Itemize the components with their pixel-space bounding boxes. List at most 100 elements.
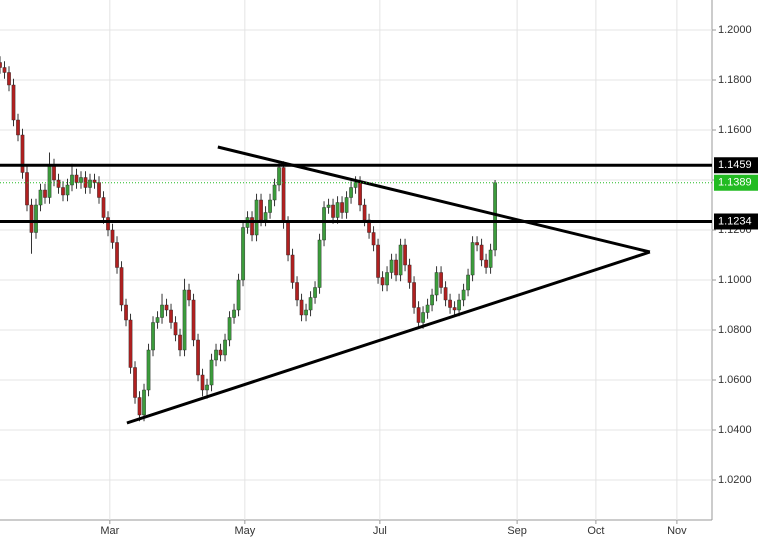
candle-body bbox=[38, 189, 43, 206]
candle-body bbox=[250, 217, 254, 236]
candle-body bbox=[385, 272, 389, 286]
candle-body bbox=[308, 297, 313, 311]
candle-body bbox=[74, 174, 79, 183]
candle-body bbox=[295, 282, 299, 301]
candle-body bbox=[155, 317, 160, 323]
candle-body bbox=[452, 307, 457, 311]
candle-body bbox=[119, 267, 124, 306]
candle-body bbox=[277, 167, 281, 186]
candle-body bbox=[236, 279, 241, 311]
candle-body bbox=[263, 212, 268, 221]
candle-body bbox=[484, 259, 488, 268]
candle-body bbox=[169, 309, 173, 323]
candle-body bbox=[439, 272, 443, 288]
candle-body bbox=[88, 179, 92, 188]
candle-body bbox=[394, 259, 398, 276]
candle-body bbox=[47, 164, 52, 198]
candle-body bbox=[196, 339, 200, 376]
x-tick-label: Jul bbox=[373, 525, 387, 537]
candle-body bbox=[43, 189, 47, 198]
level-label: 1.1459 bbox=[718, 159, 752, 171]
candle-body bbox=[286, 222, 290, 256]
x-tick-label: Nov bbox=[667, 525, 687, 537]
candle-body bbox=[380, 277, 385, 286]
candle-body bbox=[448, 299, 452, 308]
candle-body bbox=[362, 204, 367, 221]
y-tick-label: 1.1600 bbox=[718, 124, 752, 136]
candle-body bbox=[434, 272, 439, 296]
candle-body bbox=[344, 197, 349, 213]
candle-body bbox=[142, 389, 146, 416]
y-tick-label: 1.0200 bbox=[718, 474, 752, 486]
candle-body bbox=[407, 264, 412, 283]
candle-body bbox=[493, 182, 497, 251]
candle-body bbox=[25, 172, 29, 206]
candle-body bbox=[160, 304, 164, 318]
candle-body bbox=[214, 349, 218, 361]
candle-body bbox=[101, 197, 106, 218]
y-tick-label: 1.0600 bbox=[718, 374, 752, 386]
candle-body bbox=[281, 167, 286, 223]
candle-body bbox=[106, 217, 110, 231]
candle-body bbox=[137, 397, 142, 416]
candle-body bbox=[205, 384, 209, 391]
candle-body bbox=[128, 319, 133, 368]
candle-body bbox=[457, 299, 461, 311]
x-tick-label: Sep bbox=[507, 525, 527, 537]
candle-body bbox=[488, 249, 493, 268]
candle-body bbox=[52, 164, 56, 181]
candle-body bbox=[403, 244, 407, 266]
candle-body bbox=[187, 289, 191, 301]
candle-body bbox=[358, 182, 362, 206]
x-tick-label: Oct bbox=[587, 525, 604, 537]
candle-body bbox=[443, 287, 448, 301]
candle-body bbox=[479, 244, 484, 261]
candle-body bbox=[182, 289, 187, 351]
candle-body bbox=[425, 304, 430, 313]
candle-body bbox=[259, 199, 263, 221]
candle-body bbox=[115, 242, 119, 268]
candle-body bbox=[191, 299, 196, 341]
candle-body bbox=[218, 349, 223, 356]
candle-body bbox=[466, 274, 470, 291]
x-tick-label: Mar bbox=[100, 525, 119, 537]
candle-body bbox=[209, 359, 214, 386]
candle-body bbox=[178, 334, 182, 351]
candle-body bbox=[164, 304, 169, 311]
candle-body bbox=[470, 242, 475, 276]
candle-body bbox=[227, 317, 232, 341]
y-tick-label: 1.2000 bbox=[718, 24, 752, 36]
candle-body bbox=[353, 182, 358, 188]
candle-body bbox=[290, 254, 295, 283]
candle-body bbox=[79, 177, 83, 183]
candle-body bbox=[110, 229, 115, 243]
candle-body bbox=[322, 207, 326, 241]
candle-body bbox=[326, 204, 331, 208]
candle-body bbox=[20, 134, 25, 173]
candle-body bbox=[133, 367, 137, 398]
candle-body bbox=[412, 282, 416, 308]
candle-body bbox=[268, 199, 272, 213]
candle-body bbox=[317, 239, 322, 288]
y-tick-label: 1.0800 bbox=[718, 324, 752, 336]
candle-body bbox=[349, 187, 353, 198]
candle-body bbox=[241, 227, 245, 281]
candle-body bbox=[0, 62, 2, 68]
candle-body bbox=[272, 184, 277, 201]
candle-body bbox=[61, 187, 65, 196]
candle-body bbox=[376, 244, 380, 278]
candle-body bbox=[56, 179, 61, 188]
candle-body bbox=[92, 179, 97, 183]
candle-body bbox=[200, 374, 205, 391]
x-tick-label: May bbox=[234, 525, 255, 537]
candle-body bbox=[398, 244, 403, 276]
candle-body bbox=[16, 119, 20, 136]
candle-body bbox=[416, 307, 421, 323]
level-label-box bbox=[714, 213, 758, 230]
candle-body bbox=[461, 289, 466, 301]
candle-body bbox=[421, 312, 425, 323]
candle-body bbox=[151, 322, 155, 351]
candle-body bbox=[232, 309, 236, 318]
